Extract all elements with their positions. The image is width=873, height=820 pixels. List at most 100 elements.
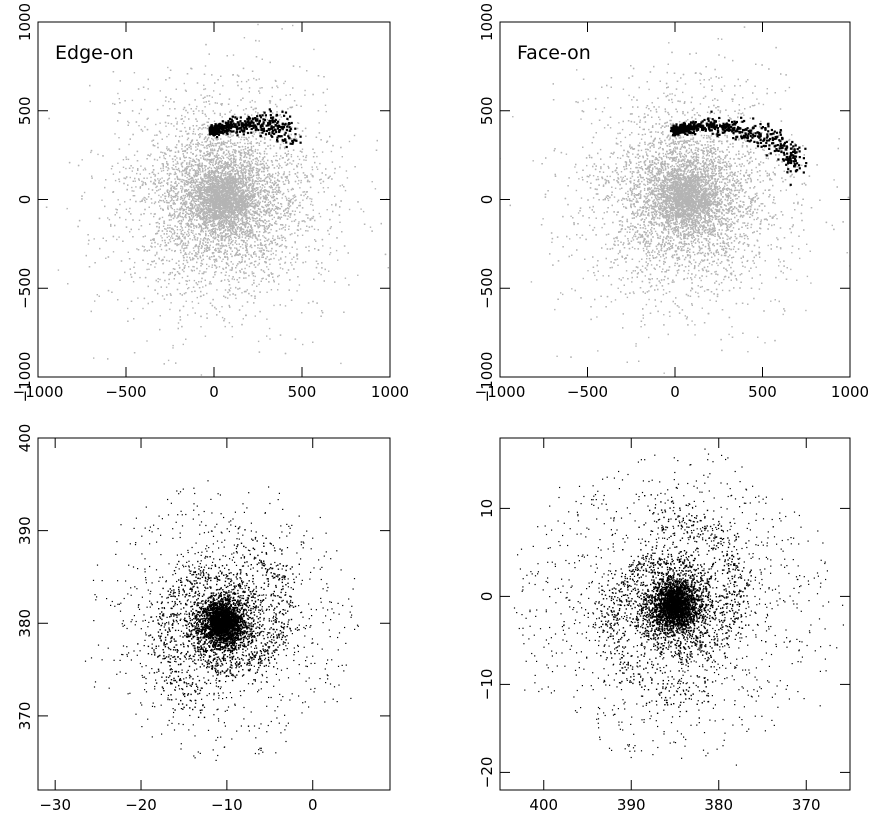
- scatter-point: [277, 86, 279, 89]
- scatter-point: [112, 251, 115, 253]
- scatter-point: [279, 190, 282, 193]
- scatter-point: [212, 246, 214, 248]
- scatter-point: [182, 217, 184, 219]
- scatter-point: [234, 163, 236, 166]
- scatter-point: [240, 138, 242, 141]
- scatter-point: [245, 249, 247, 252]
- scatter-point: [263, 231, 266, 233]
- scatter-point: [165, 228, 167, 230]
- scatter-point: [169, 224, 171, 226]
- scatter-point: [313, 48, 315, 51]
- scatter-point: [201, 180, 203, 183]
- scatter-point: [176, 229, 179, 231]
- scatter-point: [206, 268, 208, 270]
- scatter-point: [125, 176, 128, 178]
- scatter-point: [279, 267, 282, 269]
- scatter-point: [197, 178, 199, 180]
- scatter-point: [192, 158, 194, 161]
- scatter-point: [215, 172, 217, 174]
- scatter-point: [287, 108, 289, 110]
- scatter-point: [320, 182, 322, 184]
- scatter-point: [262, 235, 264, 237]
- scatter-point: [223, 143, 226, 146]
- scatter-point: [252, 275, 255, 277]
- scatter-point: [205, 115, 207, 117]
- scatter-point: [193, 174, 195, 176]
- scatter-point: [192, 265, 194, 268]
- scatter-point: [175, 180, 177, 183]
- scatter-point: [196, 179, 198, 181]
- scatter-point: [165, 286, 168, 288]
- scatter-point: [203, 138, 205, 140]
- scatter-point: [212, 110, 214, 112]
- scatter-point: [255, 142, 258, 144]
- scatter-point: [217, 174, 219, 177]
- scatter-point: [317, 191, 320, 194]
- scatter-point: [180, 219, 182, 222]
- scatter-point: [252, 178, 254, 181]
- scatter-point: [362, 210, 365, 213]
- scatter-point: [211, 199, 213, 202]
- scatter-point: [200, 157, 202, 159]
- scatter-point: [176, 208, 178, 210]
- scatter-point: [258, 169, 260, 171]
- scatter-point: [229, 269, 231, 271]
- scatter-point: [184, 226, 187, 228]
- scatter-point: [299, 187, 301, 189]
- scatter-point: [253, 212, 255, 214]
- scatter-point: [247, 172, 250, 175]
- scatter-point: [322, 245, 324, 247]
- scatter-point: [282, 226, 284, 229]
- scatter-point: [263, 271, 266, 274]
- scatter-point: [223, 140, 225, 143]
- scatter-point: [276, 198, 279, 200]
- scatter-point: [345, 170, 348, 172]
- scatter-point: [240, 162, 242, 164]
- scatter-point: [232, 244, 234, 246]
- scatter-point: [225, 216, 228, 218]
- scatter-point: [189, 165, 191, 168]
- scatter-point: [276, 160, 278, 162]
- scatter-point: [204, 247, 206, 250]
- scatter-point: [101, 199, 103, 201]
- scatter-point: [232, 202, 235, 204]
- scatter-point: [222, 157, 225, 159]
- scatter-point: [179, 229, 181, 231]
- scatter-point: [191, 222, 193, 224]
- scatter-point: [341, 184, 344, 186]
- scatter-point: [167, 66, 169, 69]
- scatter-point: [239, 271, 242, 273]
- scatter-point: [267, 201, 270, 204]
- scatter-point: [275, 211, 277, 213]
- scatter-point: [232, 222, 234, 224]
- scatter-point: [192, 130, 195, 133]
- scatter-point: [190, 211, 192, 213]
- scatter-point: [178, 169, 180, 172]
- scatter-point: [190, 186, 193, 189]
- scatter-point: [240, 149, 242, 151]
- scatter-point: [192, 169, 194, 171]
- scatter-point: [238, 185, 241, 188]
- scatter-point: [142, 169, 145, 171]
- scatter-point: [224, 174, 226, 177]
- scatter-point: [124, 201, 126, 203]
- scatter-point: [312, 209, 314, 211]
- scatter-point: [273, 304, 275, 307]
- scatter-point: [251, 168, 253, 170]
- scatter-point: [181, 245, 183, 247]
- scatter-point: [199, 150, 201, 153]
- scatter-point: [160, 196, 162, 198]
- scatter-point: [191, 212, 194, 214]
- scatter-point: [209, 215, 211, 217]
- scatter-point: [252, 152, 254, 154]
- scatter-point: [254, 190, 256, 193]
- scatter-point: [226, 146, 228, 148]
- scatter-point: [263, 164, 265, 166]
- scatter-point: [204, 159, 206, 161]
- scatter-point: [118, 180, 121, 183]
- scatter-point: [196, 216, 198, 218]
- scatter-point: [194, 173, 197, 176]
- scatter-point: [184, 89, 187, 91]
- scatter-point: [245, 137, 247, 139]
- scatter-point: [153, 181, 155, 184]
